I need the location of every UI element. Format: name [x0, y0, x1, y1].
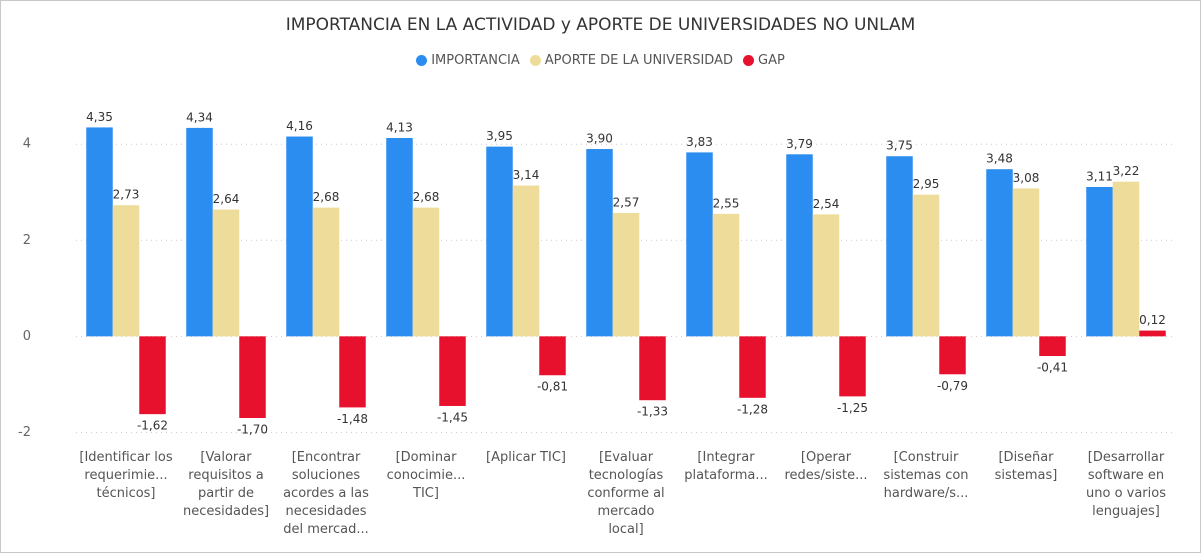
x-tick-label: [Encontrar soluciones acordes a las nece…	[283, 450, 369, 537]
data-label: 2,68	[413, 190, 440, 204]
y-tick-label: -2	[18, 425, 31, 440]
x-tick-label: [Construir sistemas con hardware/s...	[883, 450, 969, 501]
data-label: 2,57	[613, 195, 640, 209]
data-label: -1,25	[837, 401, 868, 415]
data-label: 0,12	[1139, 313, 1166, 327]
y-tick-label: 4	[23, 137, 31, 152]
bar	[639, 336, 666, 401]
bar	[1139, 330, 1166, 337]
bar	[612, 212, 640, 337]
legend-label: GAP	[758, 53, 785, 68]
bar	[1039, 336, 1066, 357]
data-label: -1,48	[337, 412, 368, 426]
bar	[1086, 186, 1113, 337]
bar	[439, 336, 466, 406]
data-label: 4,34	[186, 110, 213, 124]
bar	[1012, 188, 1040, 337]
bar	[112, 205, 140, 337]
x-tick-label: [Operar redes/siste...	[784, 450, 868, 483]
x-tick-label: [Dominar conocimie... TIC]	[386, 450, 466, 501]
data-label: 2,55	[713, 196, 740, 210]
bar	[239, 336, 266, 418]
bar	[386, 137, 413, 337]
bar	[986, 169, 1013, 337]
data-label: 2,54	[813, 197, 840, 211]
legend-item: IMPORTANCIA	[416, 53, 520, 68]
bar	[939, 336, 966, 375]
x-tick-label: [Evaluar tecnologías conforme al mercado…	[587, 450, 665, 537]
data-label: -1,33	[637, 405, 668, 419]
data-label: 3,48	[986, 152, 1013, 166]
data-label: 3,83	[686, 135, 713, 149]
data-label: 3,95	[486, 129, 513, 143]
bar	[839, 336, 866, 397]
data-label: -0,79	[937, 379, 968, 393]
y-tick-label: 0	[23, 329, 31, 344]
x-tick-label: [Diseñar sistemas]	[994, 450, 1058, 483]
bar	[1112, 181, 1140, 337]
data-label: -1,28	[737, 402, 768, 416]
x-tick-label: [Integrar plataforma...	[684, 450, 768, 483]
data-label: 2,68	[313, 190, 340, 204]
bar	[739, 336, 766, 398]
bar	[786, 154, 813, 337]
data-label: 3,14	[513, 168, 540, 182]
bar	[539, 336, 566, 376]
legend: IMPORTANCIA APORTE DE LA UNIVERSIDAD GAP	[1, 53, 1200, 68]
legend-label: IMPORTANCIA	[431, 53, 520, 68]
data-label: 3,90	[586, 132, 613, 146]
chart-title: IMPORTANCIA EN LA ACTIVIDAD y APORTE DE …	[285, 15, 916, 35]
data-label: 3,75	[886, 139, 913, 153]
bar	[912, 194, 940, 337]
data-label: -1,70	[237, 422, 268, 436]
data-label: -0,81	[537, 380, 568, 394]
data-label: 3,08	[1013, 171, 1040, 185]
x-tick-label: [Valorar requisitos a partir de necesida…	[182, 450, 270, 519]
bar	[812, 214, 840, 337]
bar	[312, 207, 340, 337]
bar	[412, 207, 440, 337]
data-label: 4,35	[86, 110, 113, 124]
bar	[339, 336, 366, 408]
data-label: 4,13	[386, 120, 413, 134]
data-label: 2,73	[113, 188, 140, 202]
bar	[686, 152, 713, 337]
bar	[886, 156, 913, 337]
data-label: 3,79	[786, 137, 813, 151]
bar	[139, 336, 166, 415]
data-label: -1,45	[437, 410, 468, 424]
legend-label: APORTE DE LA UNIVERSIDAD	[544, 53, 733, 68]
bar	[712, 213, 740, 337]
data-label: 2,95	[913, 177, 940, 191]
x-tick-label: [Identificar los requerimie... técnicos]	[79, 450, 173, 501]
y-tick-label: 2	[23, 233, 31, 248]
legend-item: GAP	[743, 53, 785, 68]
data-label: 3,22	[1113, 164, 1140, 178]
data-label: 3,11	[1086, 169, 1113, 183]
bar	[86, 127, 113, 337]
x-tick-label: [Aplicar TIC]	[486, 450, 566, 465]
data-label: -1,62	[137, 419, 168, 433]
bar	[212, 209, 240, 337]
legend-item: APORTE DE LA UNIVERSIDAD	[529, 53, 733, 68]
legend-marker	[743, 55, 754, 66]
bar	[286, 136, 313, 337]
bar	[486, 146, 513, 337]
bar	[586, 149, 613, 337]
bar	[186, 127, 213, 337]
data-label: -0,41	[1037, 361, 1068, 375]
data-label: 2,64	[213, 192, 240, 206]
bar	[512, 185, 540, 337]
legend-marker	[529, 55, 541, 66]
x-tick-label: [Desarrollar software en uno o varios le…	[1086, 450, 1166, 519]
legend-marker	[416, 55, 428, 66]
data-label: 4,16	[286, 119, 313, 133]
